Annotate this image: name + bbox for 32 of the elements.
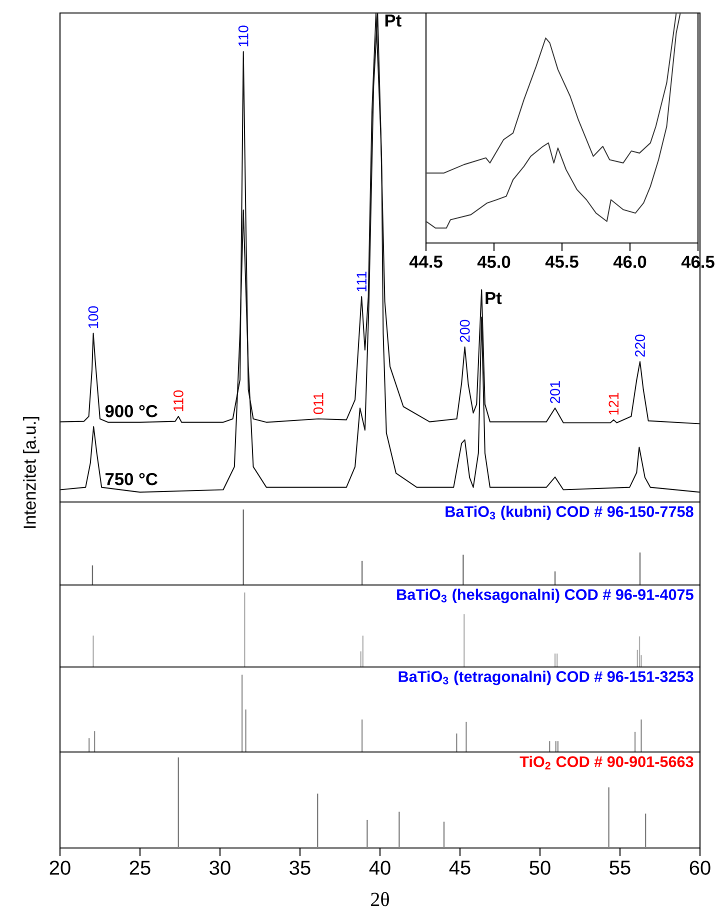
annotation: 201 xyxy=(550,381,560,404)
x-tick-label: 35 xyxy=(290,860,310,875)
x-tick-label: 46.0 xyxy=(613,256,646,268)
chart-title: TiO$_{2}$ COD # 90-901-5663 xyxy=(520,756,694,770)
series-label: 900 °C xyxy=(105,404,158,418)
annotation: Pt xyxy=(385,14,402,27)
x-tick-label: 55 xyxy=(610,860,630,875)
x-tick-label: 45 xyxy=(449,860,470,875)
x-tick-label: 25 xyxy=(130,860,150,875)
x-tick-label: 44.5 xyxy=(409,256,442,268)
annotation: 100 xyxy=(88,306,98,328)
x-axis-title: 2θ xyxy=(371,892,389,906)
y-axis-title: Intenzitet [a.u.] xyxy=(23,417,40,528)
chart-title: BaTiO$_{3}$ (kubni) COD # 96-150-7758 xyxy=(446,506,694,520)
x-tick-label: 20 xyxy=(50,860,70,875)
x-tick-label: 30 xyxy=(210,860,230,875)
x-tick-label: 60 xyxy=(690,860,710,875)
annotation: Pt xyxy=(486,292,502,304)
annotation: 011 xyxy=(313,392,324,414)
annotation: 111 xyxy=(356,272,366,292)
series-label: 750 °C xyxy=(106,472,158,486)
annotation: 200 xyxy=(460,320,470,342)
chart-title: BaTiO$_{3}$ (tetragonalni) COD # 96-151-3253 xyxy=(398,670,694,686)
x-tick-label: 40 xyxy=(369,860,390,875)
annotation: 110 xyxy=(173,390,184,412)
annotation: 121 xyxy=(608,392,618,415)
x-tick-label: 45.0 xyxy=(477,256,510,268)
chart-title: BaTiO$_{3}$ (heksagonalni) COD # 96-91-4075 xyxy=(397,588,694,604)
annotation: 220 xyxy=(635,334,645,357)
x-tick-label: 45.5 xyxy=(545,256,578,268)
annotation: 110 xyxy=(238,26,248,46)
x-tick-label: 50 xyxy=(530,860,550,875)
